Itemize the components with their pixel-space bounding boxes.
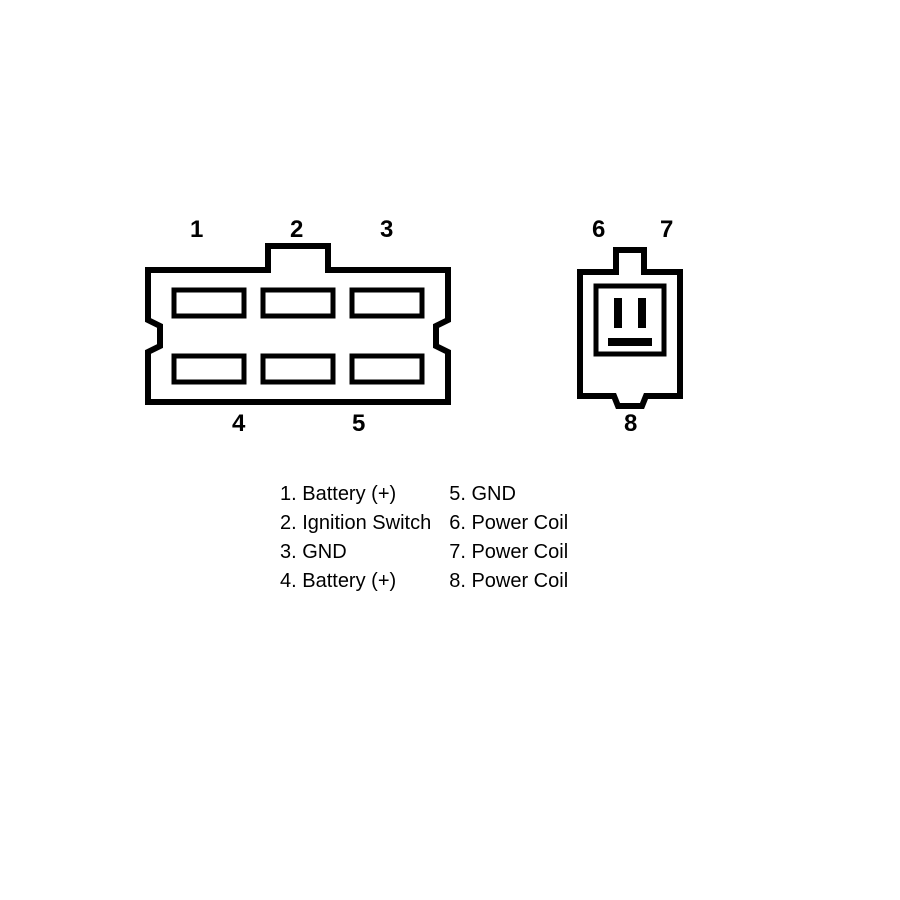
legend-col-1: 1. Battery (+) 2. Ignition Switch 3. GND… [280, 480, 431, 596]
pinout-legend: 1. Battery (+) 2. Ignition Switch 3. GND… [280, 480, 568, 596]
legend-item: 5. GND [449, 480, 568, 509]
pin-label-3: 3 [380, 216, 393, 244]
legend-item: 2. Ignition Switch [280, 509, 431, 538]
pin-label-6: 6 [592, 216, 605, 244]
legend-col-2: 5. GND 6. Power Coil 7. Power Coil 8. Po… [449, 480, 568, 596]
diagram-canvas: 1 2 3 4 5 6 7 8 1. Battery (+) 2. Igniti… [0, 0, 900, 900]
legend-item: 4. Battery (+) [280, 567, 431, 596]
legend-item: 6. Power Coil [449, 509, 568, 538]
connector-a [130, 230, 470, 430]
legend-item: 7. Power Coil [449, 538, 568, 567]
legend-item: 8. Power Coil [449, 567, 568, 596]
pin-label-8: 8 [624, 410, 637, 438]
pin-label-5: 5 [352, 410, 365, 438]
pin-label-4: 4 [232, 410, 245, 438]
legend-item: 1. Battery (+) [280, 480, 431, 509]
pin-label-7: 7 [660, 216, 673, 244]
pin-label-2: 2 [290, 216, 303, 244]
pin-label-1: 1 [190, 216, 203, 244]
legend-item: 3. GND [280, 538, 431, 567]
connector-b [560, 232, 700, 422]
